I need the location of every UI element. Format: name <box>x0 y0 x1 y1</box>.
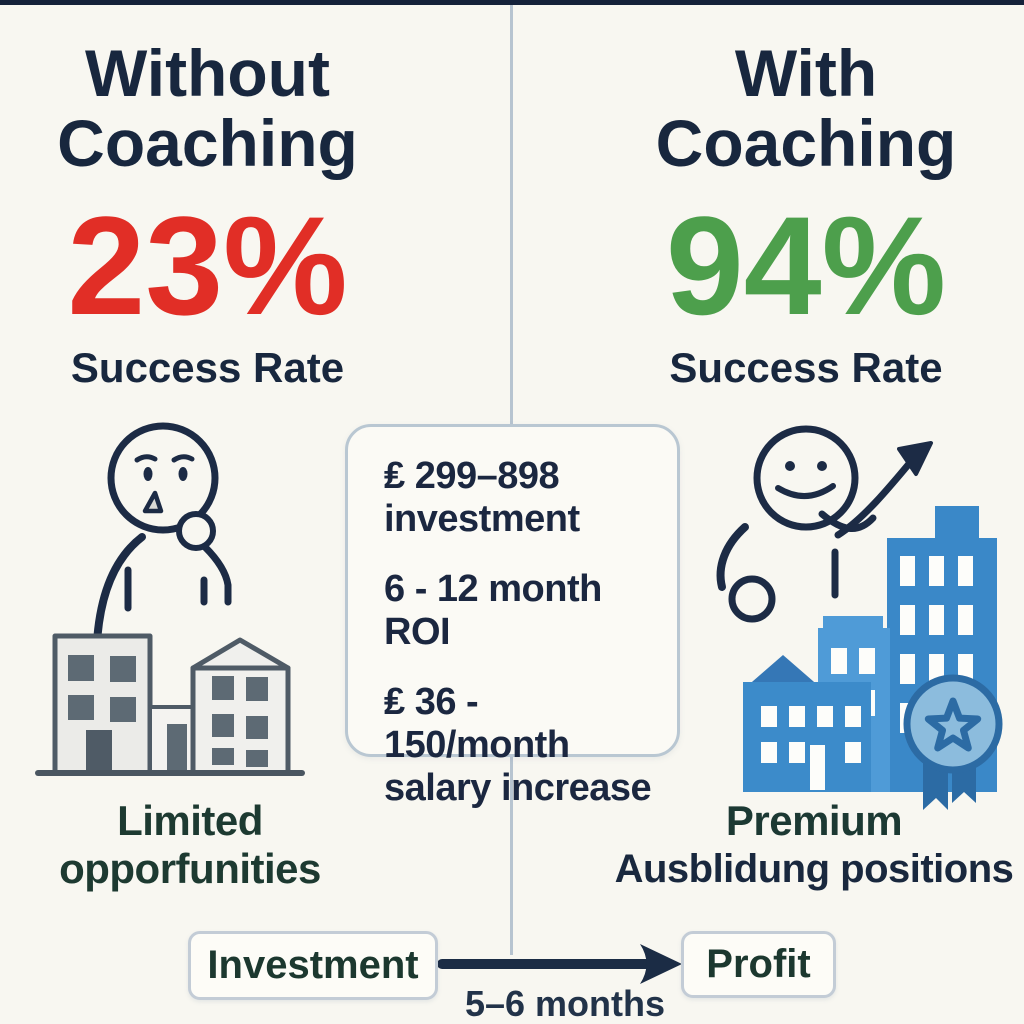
blue-buildings-premium-badge-icon <box>743 506 1003 810</box>
profit-label: Profit <box>706 942 811 986</box>
right-label-line2: Ausblidung positions <box>614 847 1014 891</box>
right-column-title: With Coaching <box>596 38 1016 178</box>
stat-roi-period: 6 - 12 month ROI <box>384 568 669 654</box>
stat-investment-range: ₤ 299–898 investment <box>384 455 669 541</box>
left-title-line2: Coaching <box>57 106 358 180</box>
right-success-percent: 94% <box>665 187 947 344</box>
left-label-line2: opporfunities <box>59 845 321 892</box>
stat-line: 6 - 12 month ROI <box>384 568 602 653</box>
left-success-caption: Success Rate <box>70 344 345 391</box>
right-arrow-icon <box>438 944 682 984</box>
stat-line: salary increase <box>384 767 652 809</box>
center-divider-bottom <box>510 757 513 955</box>
left-column-title: Without Coaching <box>0 38 415 178</box>
investment-label: Investment <box>207 943 419 987</box>
stat-salary-increase: ₤ 36 - 150/month salary increase <box>384 681 669 810</box>
gray-buildings-icon <box>35 633 305 776</box>
profit-box: Profit <box>681 931 836 998</box>
left-title-line1: Without <box>85 36 330 110</box>
investment-stats-box: ₤ 299–898 investment 6 - 12 month ROI ₤ … <box>345 424 680 809</box>
stat-line: ₤ 299–898 <box>384 455 560 497</box>
left-label-line1: Limited <box>117 797 263 844</box>
right-success-caption: Success Rate <box>669 344 943 391</box>
success-person-growth-arrow-icon <box>716 425 933 623</box>
right-panel-label: Premium Ausblidung positions <box>604 797 1024 893</box>
investment-box: Investment <box>188 931 438 1000</box>
left-success-percent: 23% <box>67 187 348 344</box>
thinking-person-icon <box>93 422 232 646</box>
duration-label: 5–6 months <box>464 983 666 1024</box>
center-divider-top <box>510 5 513 424</box>
left-panel-label: Limited opporfunities <box>0 797 380 893</box>
right-title-line2: Coaching <box>655 106 957 180</box>
right-title-line1: With <box>734 36 878 110</box>
top-bar <box>0 0 1024 5</box>
right-label-line1: Premium <box>725 797 903 844</box>
stat-line: ₤ 36 - 150/month <box>384 681 570 766</box>
stat-line: investment <box>384 498 580 540</box>
